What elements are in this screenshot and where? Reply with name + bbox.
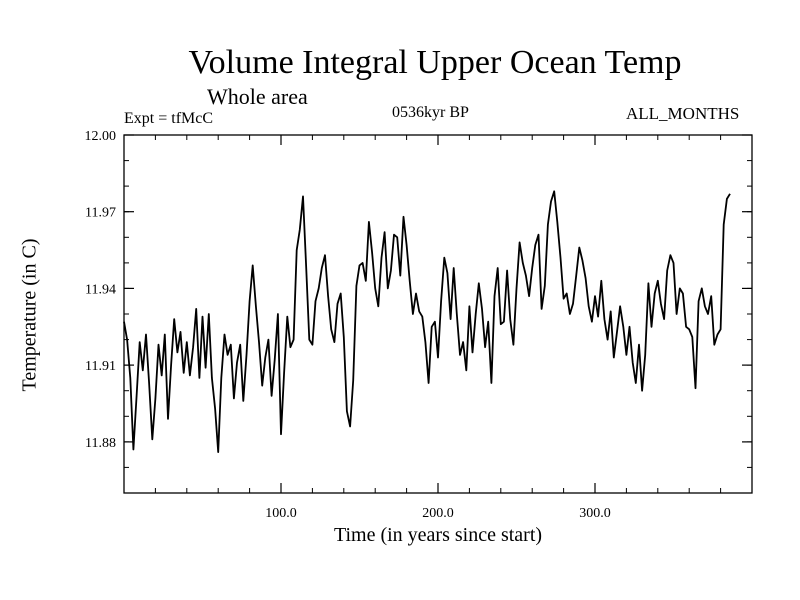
months-label: ALL_MONTHS bbox=[626, 104, 740, 123]
chart-title: Volume Integral Upper Ocean Temp bbox=[188, 44, 682, 81]
chart-subtitle: Whole area bbox=[207, 84, 308, 109]
y-tick-label: 11.91 bbox=[85, 359, 116, 374]
x-tick-label: 100.0 bbox=[265, 506, 297, 521]
axis-ticks: 11.88 11.91 11.94 11.97 12.00 100.0 200.0 300.0 bbox=[85, 129, 752, 521]
period-label: 0536kyr BP bbox=[392, 104, 469, 121]
x-tick-label: 200.0 bbox=[422, 506, 454, 521]
x-tick-label: 300.0 bbox=[579, 506, 611, 521]
y-tick-label: 11.94 bbox=[85, 282, 116, 297]
y-tick-label: 12.00 bbox=[85, 129, 117, 144]
experiment-label: Expt = tfMcC bbox=[124, 110, 214, 127]
y-tick-label: 11.88 bbox=[85, 436, 116, 451]
series-line bbox=[123, 190, 731, 453]
y-tick-label: 11.97 bbox=[85, 206, 116, 221]
x-axis-label: Time (in years since start) bbox=[333, 524, 543, 546]
